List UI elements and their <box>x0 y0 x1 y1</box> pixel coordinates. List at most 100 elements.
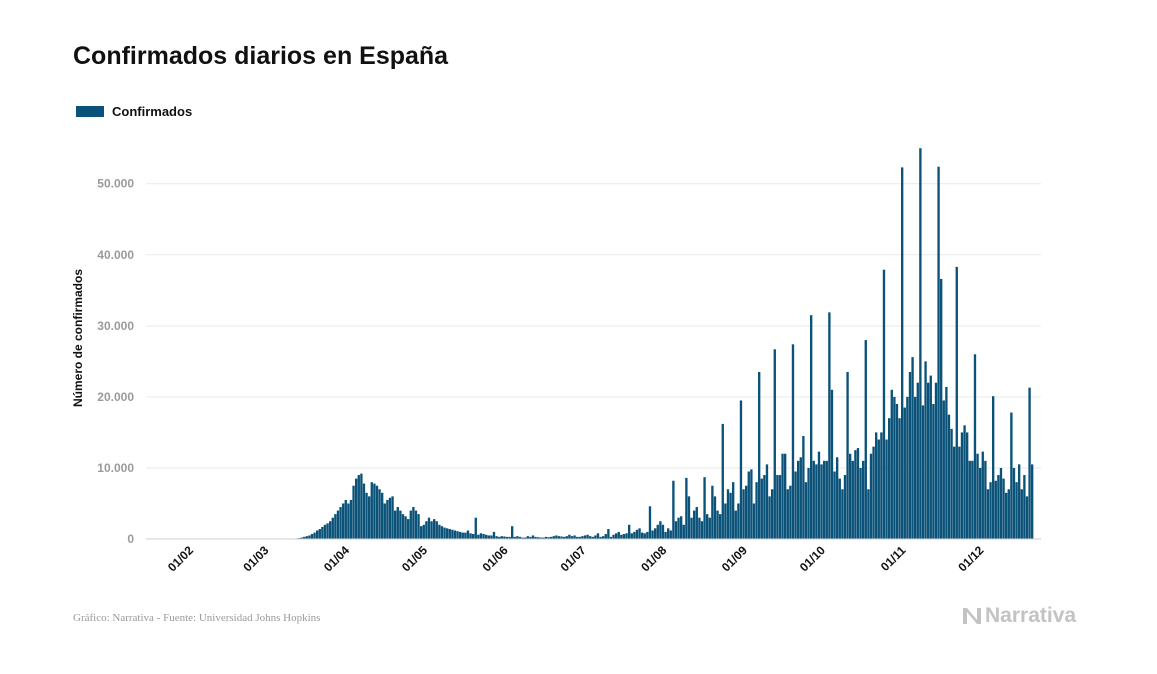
bar <box>888 418 891 539</box>
bar <box>1007 489 1010 539</box>
bar <box>656 524 659 539</box>
bar <box>430 521 433 539</box>
bar <box>633 531 636 539</box>
bar <box>427 517 431 539</box>
bar <box>375 485 379 539</box>
bar <box>724 503 727 539</box>
bar <box>950 428 953 539</box>
bar <box>817 451 821 539</box>
legend: Confirmados <box>76 104 192 119</box>
bar <box>971 460 974 539</box>
bar <box>602 536 605 539</box>
bar <box>937 166 940 539</box>
bar <box>557 536 561 539</box>
bar <box>867 489 870 539</box>
bar <box>986 489 990 539</box>
bar <box>916 382 919 539</box>
bar <box>617 531 620 539</box>
bar <box>911 357 914 539</box>
x-tick-label: 01/12 <box>955 543 986 574</box>
bar <box>898 418 901 539</box>
bar <box>412 507 415 539</box>
bar <box>448 529 451 539</box>
bar <box>851 460 854 539</box>
bar <box>334 514 337 539</box>
bar <box>752 503 756 539</box>
x-tick-label: 01/07 <box>558 543 589 574</box>
bar <box>456 531 459 539</box>
bar <box>477 534 480 539</box>
bar <box>833 471 836 539</box>
bar <box>906 396 909 539</box>
bar <box>659 521 662 539</box>
bar <box>596 533 600 539</box>
bar <box>771 489 774 539</box>
bar-chart: 0 10.000 20.000 30.000 40.000 50.000 Número d… <box>71 148 1041 574</box>
bar <box>365 492 368 539</box>
bar <box>391 496 394 539</box>
bar <box>599 536 602 539</box>
bar <box>807 467 810 539</box>
bar <box>828 312 831 539</box>
bar <box>451 529 454 539</box>
bar <box>815 464 818 539</box>
bar <box>838 478 841 539</box>
bar <box>721 423 724 539</box>
bar <box>999 467 1003 539</box>
bar <box>713 496 717 539</box>
legend-label: Confirmados <box>112 104 193 119</box>
bar <box>903 407 906 539</box>
bar <box>622 534 626 539</box>
bar <box>560 536 563 539</box>
bar <box>820 464 823 539</box>
bar <box>401 514 405 539</box>
bar <box>802 435 805 539</box>
bar <box>872 446 875 539</box>
bar <box>992 396 995 539</box>
bar <box>394 510 397 539</box>
x-tick-label: 01/03 <box>240 543 271 574</box>
x-tick-label: 01/08 <box>638 543 669 574</box>
bar <box>669 530 672 539</box>
bar <box>321 526 324 539</box>
bar <box>739 400 743 539</box>
bar <box>576 536 579 539</box>
bar <box>934 382 938 539</box>
bar <box>438 524 441 539</box>
bar <box>303 536 306 539</box>
bar <box>357 475 360 539</box>
bar <box>734 510 737 539</box>
bar <box>768 496 771 539</box>
bar <box>654 528 657 539</box>
bar <box>555 535 558 539</box>
bar <box>513 536 516 539</box>
bar <box>924 361 927 539</box>
brand-name: Narrativa <box>985 604 1077 627</box>
bar <box>378 489 381 539</box>
bar <box>425 521 428 539</box>
bar <box>674 521 678 539</box>
bar <box>1015 482 1018 539</box>
bar <box>607 529 610 539</box>
y-axis-ticks: 0 10.000 20.000 30.000 40.000 50.000 <box>97 177 134 546</box>
bar <box>864 340 867 539</box>
bar <box>638 528 641 539</box>
bar <box>849 453 852 539</box>
bar <box>630 533 633 539</box>
chart-title: Confirmados diarios en España <box>73 42 449 70</box>
x-axis-ticks: 01/02 01/03 01/04 01/05 01/06 01/07 01/08 01/09… <box>165 543 987 574</box>
bar <box>997 475 1000 539</box>
bar <box>1018 464 1021 539</box>
bar <box>672 480 675 539</box>
bar <box>544 536 548 539</box>
bar <box>331 517 334 539</box>
bar <box>518 536 522 539</box>
bar <box>329 521 332 539</box>
bar <box>794 471 797 539</box>
bar <box>651 530 654 539</box>
bar <box>823 460 826 539</box>
bar <box>542 537 545 539</box>
bar <box>446 528 449 539</box>
bar <box>609 536 613 539</box>
bar <box>422 524 425 539</box>
